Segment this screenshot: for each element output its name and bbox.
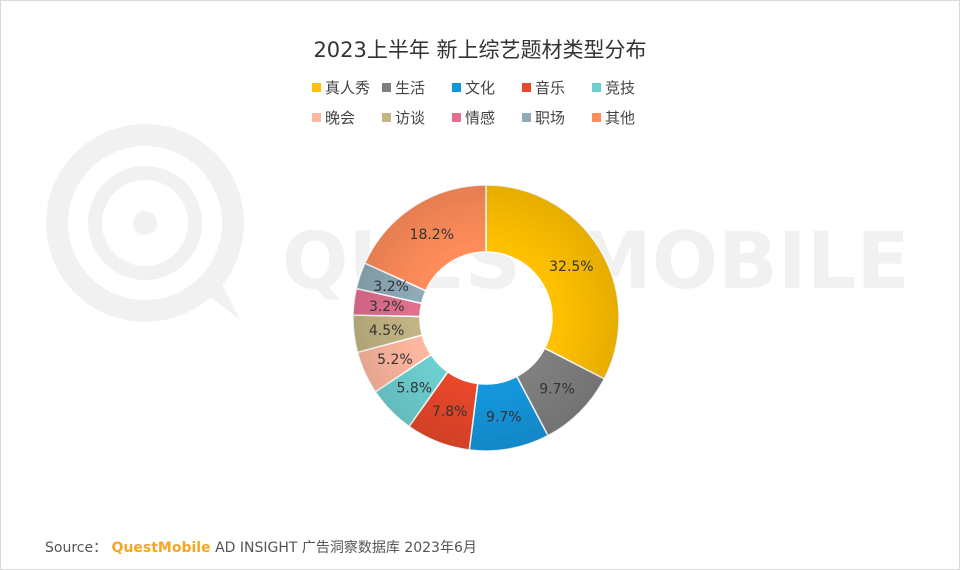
legend-label: 音乐 [535, 78, 566, 97]
slice-label-情感: 3.2% [369, 299, 405, 315]
legend-item-晚会: 晚会 [312, 107, 382, 128]
legend-swatch [592, 82, 601, 92]
legend-swatch [312, 82, 321, 92]
slice-label-职场: 3.2% [373, 279, 409, 295]
slice-label-真人秀: 32.5% [549, 259, 593, 275]
legend-swatch [592, 112, 601, 122]
legend-row-1: 真人秀 生活 文化 音乐 竞技 [312, 76, 662, 98]
legend-label: 生活 [395, 78, 426, 97]
legend-label: 真人秀 [325, 78, 371, 97]
watermark-tail [195, 270, 240, 320]
legend-item-其他: 其他 [592, 107, 662, 128]
legend-label: 晚会 [325, 108, 356, 127]
legend-row-2: 晚会 访谈 情感 职场 其他 [312, 106, 662, 128]
legend-label: 访谈 [395, 108, 426, 127]
slice-label-竞技: 5.8% [397, 381, 433, 397]
source-brand: QuestMobile [111, 540, 211, 556]
legend-label: 其他 [605, 108, 636, 127]
legend-swatch [382, 82, 391, 92]
legend-label: 职场 [535, 108, 566, 127]
slice-label-音乐: 7.8% [432, 404, 468, 420]
legend-item-生活: 生活 [382, 77, 452, 98]
legend-item-竞技: 竞技 [592, 77, 662, 98]
watermark-ring [46, 124, 244, 322]
legend-swatch [522, 112, 531, 122]
source-prefix: Source： [45, 540, 108, 556]
source-note: Source： QuestMobile AD INSIGHT 广告洞察数据库 2… [45, 537, 477, 557]
legend-swatch [522, 82, 531, 92]
chart-title: 2023上半年 新上综艺题材类型分布 [313, 38, 647, 62]
slice-label-文化: 9.7% [486, 409, 522, 425]
slice-label-访谈: 4.5% [369, 323, 405, 339]
legend-swatch [452, 112, 461, 122]
legend-label: 竞技 [605, 78, 636, 97]
slice-label-其他: 18.2% [410, 227, 454, 243]
slice-label-晚会: 5.2% [377, 352, 413, 368]
legend-item-音乐: 音乐 [522, 77, 592, 98]
legend-label: 情感 [465, 108, 496, 127]
watermark-dot [133, 211, 157, 235]
legend-swatch [312, 112, 321, 122]
legend-item-访谈: 访谈 [382, 107, 452, 128]
legend-item-职场: 职场 [522, 107, 592, 128]
slice-label-生活: 9.7% [539, 381, 575, 397]
donut-labels: 32.5% 9.7% 9.7% 7.8% 5.8% 5.2% 4.5% 3.2% 3.2% 18.… [369, 227, 594, 425]
legend-item-文化: 文化 [452, 77, 522, 98]
legend-item-真人秀: 真人秀 [312, 77, 382, 98]
legend-item-情感: 情感 [452, 107, 522, 128]
watermark-inner-ring [88, 166, 202, 280]
legend-swatch [452, 82, 461, 92]
legend-swatch [382, 112, 391, 122]
legend-label: 文化 [465, 78, 496, 97]
source-rest: AD INSIGHT 广告洞察数据库 2023年6月 [215, 540, 477, 556]
